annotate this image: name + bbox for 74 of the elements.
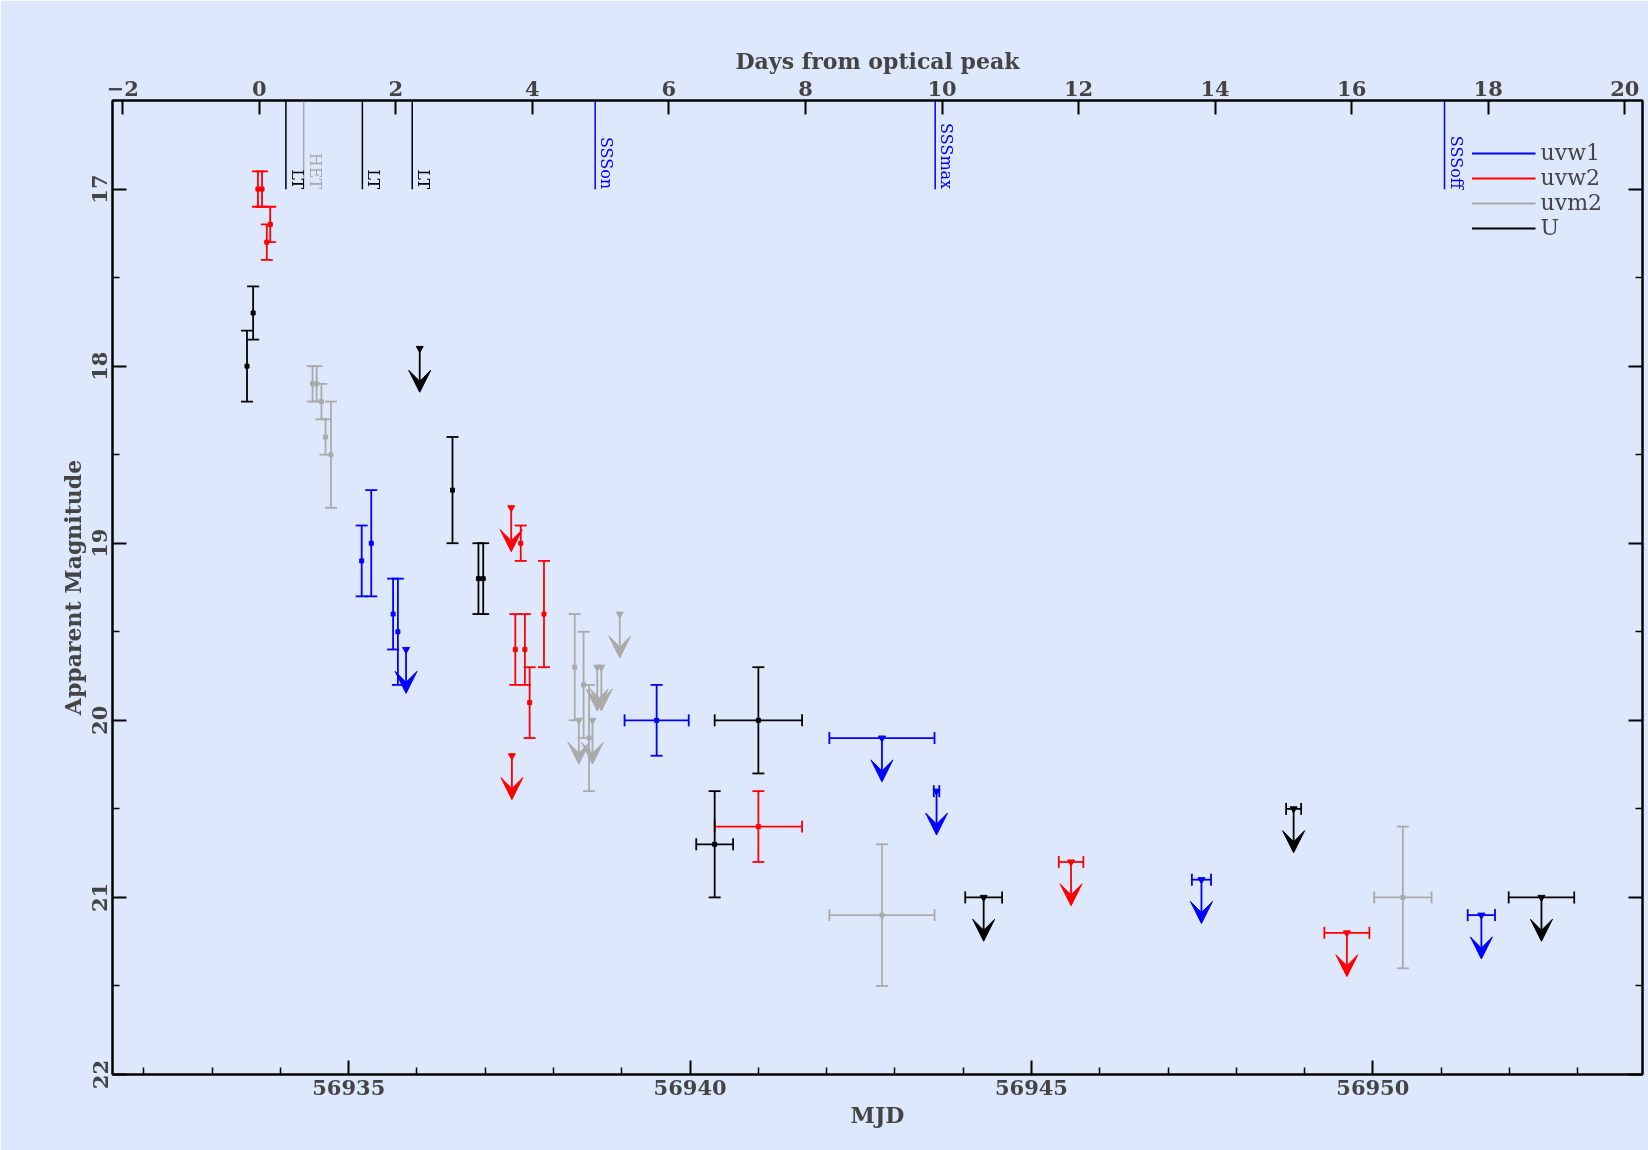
- point: [572, 664, 578, 670]
- legend-label: uvw2: [1540, 165, 1600, 190]
- y-tick-label: 18: [87, 351, 113, 381]
- point: [1400, 894, 1406, 900]
- point: [755, 717, 761, 723]
- point: [264, 239, 270, 245]
- legend-label: uvw1: [1540, 140, 1600, 165]
- x2-tick-label: 20: [1610, 75, 1640, 101]
- point: [368, 540, 374, 546]
- ref-line-label: SSSon: [597, 136, 617, 190]
- x2-tick-label: 14: [1200, 75, 1230, 101]
- point: [1197, 877, 1206, 885]
- legend-label: uvm2: [1540, 190, 1602, 215]
- y-axis-title: Apparent Magnitude: [59, 459, 86, 717]
- x-tick-label: 56950: [1336, 1074, 1410, 1100]
- point: [712, 841, 718, 847]
- ref-line-label: SSSmax: [937, 123, 957, 190]
- y-tick-label: 22: [87, 1059, 113, 1090]
- point: [450, 487, 455, 493]
- point: [512, 646, 518, 652]
- y-tick-label: 20: [87, 705, 113, 735]
- point: [654, 717, 660, 723]
- point: [359, 558, 365, 564]
- point: [1477, 912, 1486, 920]
- point: [318, 399, 324, 405]
- point: [314, 381, 320, 387]
- point: [259, 186, 265, 192]
- point: [581, 682, 587, 688]
- point: [250, 310, 256, 316]
- x2-tick-label: 10: [927, 75, 957, 101]
- x2-tick-label: 0: [251, 75, 267, 101]
- point: [267, 221, 273, 227]
- point: [522, 646, 528, 652]
- y-tick-label: 17: [87, 174, 113, 204]
- ref-line-label: SSSoff: [1446, 135, 1466, 191]
- x-tick-label: 56940: [653, 1074, 727, 1100]
- point: [586, 735, 592, 741]
- ref-line-label: LT: [287, 169, 307, 190]
- x2-tick-label: 2: [388, 75, 404, 101]
- x2-tick-label: 16: [1337, 75, 1367, 101]
- point: [323, 434, 329, 440]
- point: [244, 363, 250, 369]
- ref-line-label: LT: [414, 169, 434, 190]
- y-tick-label: 19: [87, 528, 113, 558]
- x-tick-label: 56935: [312, 1074, 386, 1100]
- x-axis-title: MJD: [850, 1101, 905, 1128]
- point: [1342, 930, 1351, 938]
- x2-tick-label: 8: [798, 75, 813, 101]
- point: [255, 186, 261, 192]
- legend-label: U: [1540, 215, 1561, 240]
- x2-axis-title: Days from optical peak: [735, 47, 1021, 74]
- point: [1067, 859, 1076, 867]
- point: [877, 735, 886, 743]
- point: [328, 452, 334, 458]
- x2-tick-label: 6: [661, 75, 677, 101]
- point: [475, 576, 481, 582]
- point: [541, 611, 547, 617]
- ref-line-label: LT: [364, 169, 384, 190]
- point: [507, 753, 516, 761]
- point: [518, 540, 524, 546]
- x2-tick-label: 18: [1473, 75, 1503, 101]
- point: [527, 700, 533, 706]
- point: [395, 629, 401, 635]
- x2-tick-label: 4: [525, 75, 540, 101]
- x2-tick-label: 12: [1063, 75, 1094, 101]
- x2-tick-label: −2: [106, 75, 139, 101]
- point: [615, 611, 624, 619]
- point: [755, 824, 761, 830]
- point: [390, 611, 396, 617]
- y-tick-label: 21: [87, 882, 113, 913]
- ref-line-label: HET: [305, 152, 325, 190]
- point: [879, 912, 885, 918]
- x-tick-label: 56945: [994, 1074, 1068, 1100]
- point: [480, 576, 486, 582]
